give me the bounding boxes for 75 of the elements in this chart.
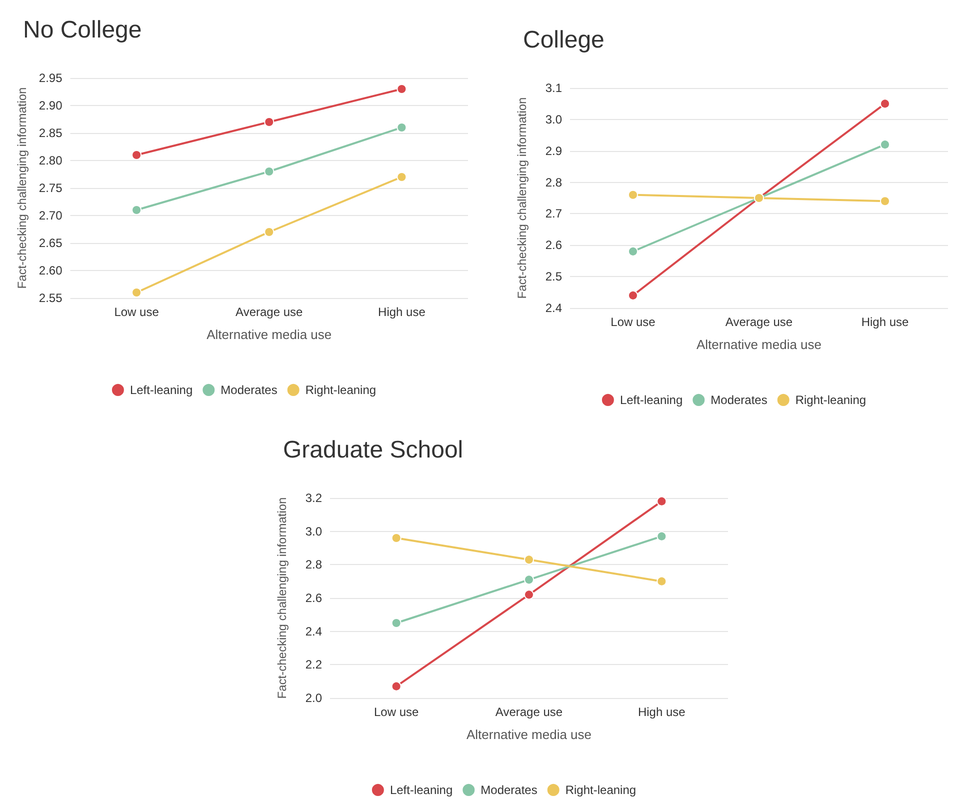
- x-tick-label: High use: [861, 315, 909, 329]
- x-axis-title: Alternative media use: [696, 337, 822, 352]
- y-tick-label: 2.75: [38, 181, 63, 195]
- y-axis-title: Fact-checking challenging information: [15, 87, 29, 289]
- y-tick-label: 2.8: [545, 175, 562, 190]
- legend-label: Moderates: [220, 383, 278, 397]
- point: [524, 574, 534, 585]
- point: [880, 196, 890, 206]
- y-tick-label: 2.6: [305, 591, 322, 605]
- y-tick-label: 2.4: [305, 624, 322, 638]
- legend-label: Right-leaning: [565, 783, 636, 797]
- y-tick-label: 2.5: [545, 270, 562, 284]
- y-tick-label: 2.9: [545, 144, 562, 158]
- y-tick-label: 2.80: [38, 154, 63, 168]
- x-tick-label: Average use: [495, 705, 563, 719]
- legend-label: Right-leaning: [795, 393, 866, 407]
- point: [132, 150, 142, 160]
- point: [264, 117, 274, 127]
- x-tick-label: Low use: [374, 705, 420, 719]
- chart-title: No College: [23, 16, 142, 44]
- x-tick-label: High use: [638, 705, 686, 719]
- point: [391, 681, 402, 692]
- chart-title: College: [523, 26, 604, 54]
- point: [628, 290, 638, 300]
- x-tick-label: High use: [378, 305, 426, 319]
- x-tick-label: Low use: [610, 315, 656, 329]
- chart-title: Graduate School: [283, 436, 464, 464]
- point: [132, 288, 142, 298]
- x-axis-title: Alternative media use: [466, 727, 592, 742]
- y-tick-label: 2.60: [38, 264, 63, 278]
- point: [391, 533, 402, 543]
- x-tick-label: Average use: [236, 305, 304, 319]
- point: [880, 140, 890, 150]
- point: [628, 190, 638, 200]
- x-tick-label: Average use: [725, 315, 793, 329]
- y-tick-label: 2.7: [545, 206, 562, 221]
- y-tick-label: 2.55: [38, 291, 63, 305]
- point: [524, 554, 534, 565]
- point: [396, 172, 407, 182]
- y-tick-label: 2.70: [38, 208, 63, 222]
- y-tick-label: 3.1: [545, 81, 562, 95]
- point: [656, 576, 667, 586]
- y-tick-label: 3.0: [545, 112, 562, 126]
- legend-label: Left-leaning: [130, 383, 193, 397]
- y-axis-title: Fact-checking challenging information: [275, 497, 289, 699]
- y-tick-label: 2.95: [38, 71, 63, 85]
- legend-label: Right-leaning: [305, 383, 376, 397]
- x-tick-label: Low use: [114, 305, 160, 319]
- point: [264, 166, 274, 176]
- point: [656, 496, 667, 506]
- point: [132, 205, 142, 215]
- y-tick-label: 2.0: [305, 691, 322, 705]
- y-tick-label: 2.2: [305, 658, 322, 672]
- point: [628, 246, 638, 256]
- legend-label: Moderates: [710, 393, 768, 407]
- y-tick-label: 2.85: [38, 126, 63, 140]
- y-tick-label: 2.90: [38, 98, 63, 112]
- y-tick-label: 3.2: [305, 491, 322, 505]
- legend-label: Left-leaning: [390, 783, 453, 797]
- y-tick-label: 2.6: [545, 238, 562, 252]
- y-tick-label: 2.4: [545, 301, 562, 315]
- point: [656, 531, 667, 542]
- point: [391, 618, 402, 628]
- y-tick-label: 3.0: [305, 524, 322, 538]
- y-tick-label: 2.65: [38, 236, 63, 250]
- point: [524, 590, 534, 600]
- point: [396, 84, 407, 94]
- y-tick-label: 2.8: [305, 558, 322, 572]
- point: [264, 227, 274, 237]
- point: [396, 122, 407, 132]
- legend-label: Moderates: [480, 783, 538, 797]
- point: [880, 98, 890, 109]
- x-axis-title: Alternative media use: [206, 327, 332, 342]
- y-axis-title: Fact-checking challenging information: [515, 97, 529, 299]
- legend-label: Left-leaning: [620, 393, 683, 407]
